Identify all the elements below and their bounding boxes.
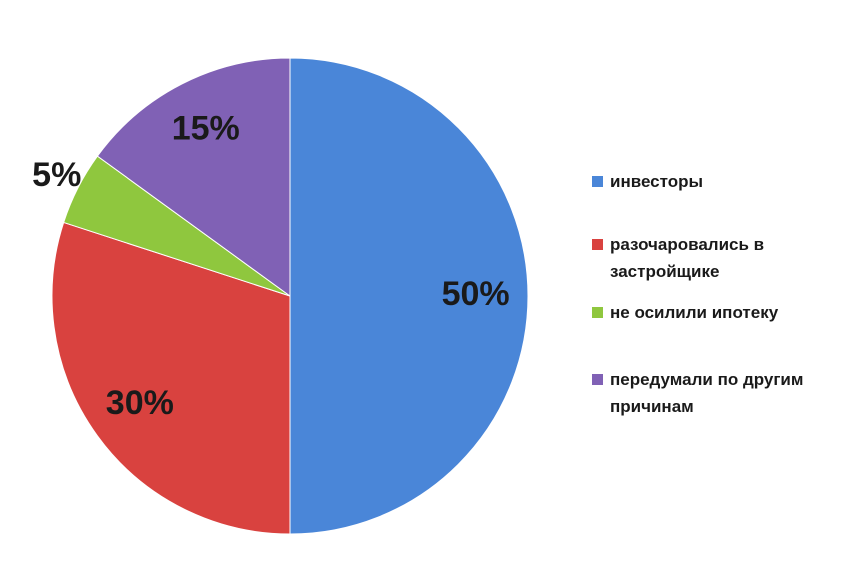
legend-label: разочаровались в застройщике	[610, 235, 765, 281]
pie-slice	[51, 221, 291, 535]
legend-item: не осилили ипотеку	[592, 299, 842, 326]
data-label: 50%	[442, 275, 510, 313]
legend-label: инвесторы	[610, 172, 704, 191]
legend-label: передумали по другим причинам	[610, 370, 804, 416]
data-label: 5%	[32, 156, 81, 194]
data-label: 30%	[106, 384, 174, 422]
legend-swatch	[592, 239, 603, 250]
legend-item: инвесторы	[592, 168, 842, 195]
pie-slice	[289, 57, 529, 535]
legend-swatch	[592, 307, 603, 318]
legend-swatch	[592, 374, 603, 385]
legend-label: не осилили ипотеку	[610, 303, 779, 322]
legend-item: разочаровались в застройщике	[592, 231, 842, 285]
legend-item: передумали по другим причинам	[592, 366, 842, 420]
pie-slice	[96, 57, 291, 297]
data-label: 15%	[172, 110, 240, 148]
legend-swatch	[592, 176, 603, 187]
